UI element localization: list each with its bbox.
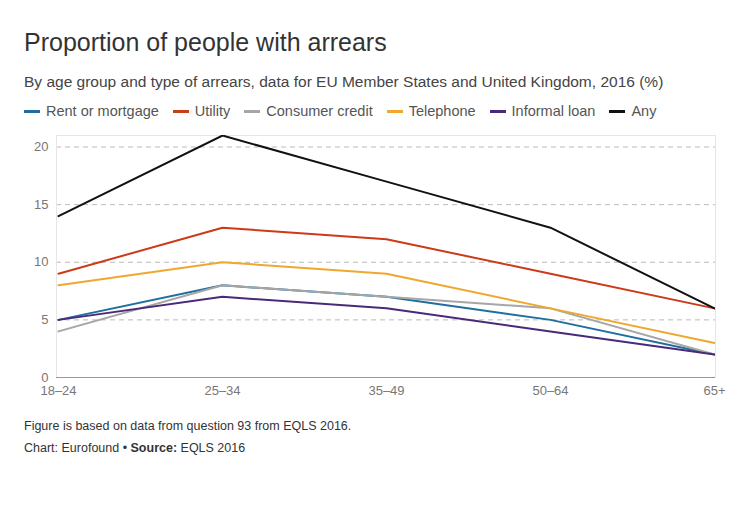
html-text:Informal loan: Informal loan [511, 103, 596, 119]
html-text:By age group and type of arrea: By age group and type of arrears, data f… [24, 73, 664, 90]
svg-text:25–34: 25–34 [204, 383, 240, 398]
svg-text:18–24: 18–24 [40, 383, 76, 398]
html-text:Any: Any [631, 103, 657, 119]
html-text:Proportion of people with arre: Proportion of people with arrears [24, 28, 387, 56]
svg-text:35–49: 35–49 [368, 383, 404, 398]
svg-text:15: 15 [34, 197, 48, 212]
html-text:Utility: Utility [194, 103, 231, 119]
html-text:Chart: Eurofound • Source: EQL: Chart: Eurofound • Source: EQLS 2016 [24, 441, 246, 455]
svg-text:10: 10 [34, 254, 48, 269]
svg-text:5: 5 [41, 312, 48, 327]
html-text:Consumer credit: Consumer credit [266, 103, 373, 119]
svg-text:20: 20 [34, 139, 48, 154]
svg-text:50–64: 50–64 [532, 383, 568, 398]
svg-text:65+: 65+ [703, 383, 725, 398]
html-text:Figure is based on data from q: Figure is based on data from question 93… [24, 419, 352, 433]
html-text:Telephone: Telephone [408, 103, 476, 119]
html-text:Rent or mortgage: Rent or mortgage [46, 103, 159, 119]
svg-text:0: 0 [41, 369, 49, 385]
